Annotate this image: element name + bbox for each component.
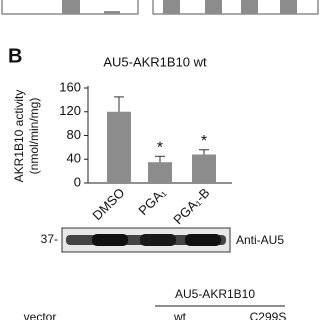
x-tick-label: PGA₁-B xyxy=(170,185,212,227)
panel-frame xyxy=(152,0,319,15)
cropped-bar xyxy=(241,0,258,14)
panel-label: B xyxy=(8,45,22,67)
blot xyxy=(61,227,231,253)
blot-antibody: Anti-AU5 xyxy=(236,233,284,247)
x-tick-label: PGA₁ xyxy=(135,185,169,219)
blot-marker: 37- xyxy=(41,232,58,246)
cropped-panels xyxy=(1,0,319,15)
x-tick-label: DMSO xyxy=(89,185,127,223)
chart-title: AU5-AKR1B10 wt xyxy=(103,54,207,69)
y-axis-label: AKR1B10 activity xyxy=(12,90,26,183)
y-tick-label: 40 xyxy=(67,151,81,166)
cropped-bar xyxy=(280,0,297,14)
y-axis-label: (nmol/min/mg) xyxy=(27,98,41,175)
cropped-bar xyxy=(205,0,222,14)
y-tick-label: 80 xyxy=(67,127,81,142)
bar xyxy=(192,154,216,183)
cropped-bar xyxy=(104,11,120,14)
significance-marker: * xyxy=(157,140,163,157)
cropped-bar xyxy=(62,0,80,14)
blot-band xyxy=(140,234,176,246)
blot-band xyxy=(185,234,221,246)
blot-band xyxy=(92,234,128,246)
lane-label: vector xyxy=(24,310,57,320)
y-tick-label: 120 xyxy=(59,103,81,118)
lane-label: C299S xyxy=(250,310,287,320)
group-label: AU5-AKR1B10 xyxy=(175,287,255,301)
lane-label: wt xyxy=(173,310,187,320)
y-tick-label: 160 xyxy=(59,79,81,94)
cropped-bar xyxy=(163,0,180,14)
bar xyxy=(107,111,131,183)
bar xyxy=(148,162,172,183)
significance-marker: * xyxy=(201,133,207,150)
y-tick-label: 0 xyxy=(74,174,81,189)
